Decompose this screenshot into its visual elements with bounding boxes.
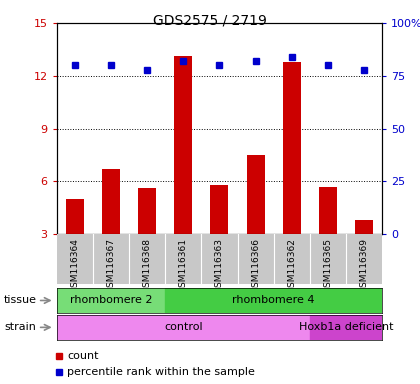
Bar [319, 187, 337, 234]
Text: Hoxb1a deficient: Hoxb1a deficient [299, 322, 393, 333]
Bar [102, 169, 120, 234]
Bar [138, 189, 156, 234]
Bar [283, 62, 301, 234]
Bar [310, 315, 382, 340]
Text: rhombomere 4: rhombomere 4 [232, 295, 315, 306]
Text: GSM116361: GSM116361 [179, 238, 188, 293]
Text: GSM116369: GSM116369 [360, 238, 369, 293]
Text: GSM116367: GSM116367 [106, 238, 116, 293]
Bar [355, 220, 373, 234]
Text: percentile rank within the sample: percentile rank within the sample [67, 366, 255, 377]
Text: tissue: tissue [4, 295, 37, 306]
Text: GSM116362: GSM116362 [287, 238, 296, 293]
Bar [247, 155, 265, 234]
Text: GSM116368: GSM116368 [143, 238, 152, 293]
Text: strain: strain [4, 322, 36, 333]
Text: GSM116364: GSM116364 [70, 238, 79, 293]
Text: GDS2575 / 2719: GDS2575 / 2719 [153, 13, 267, 27]
Bar [66, 199, 84, 234]
Text: GSM116366: GSM116366 [251, 238, 260, 293]
Text: control: control [164, 322, 202, 333]
Text: GSM116365: GSM116365 [323, 238, 333, 293]
Bar [57, 315, 310, 340]
Text: rhombomere 2: rhombomere 2 [70, 295, 152, 306]
Bar [165, 288, 382, 313]
Bar [174, 56, 192, 234]
Text: count: count [67, 351, 99, 361]
Bar [57, 288, 165, 313]
Bar [210, 185, 228, 234]
Text: GSM116363: GSM116363 [215, 238, 224, 293]
